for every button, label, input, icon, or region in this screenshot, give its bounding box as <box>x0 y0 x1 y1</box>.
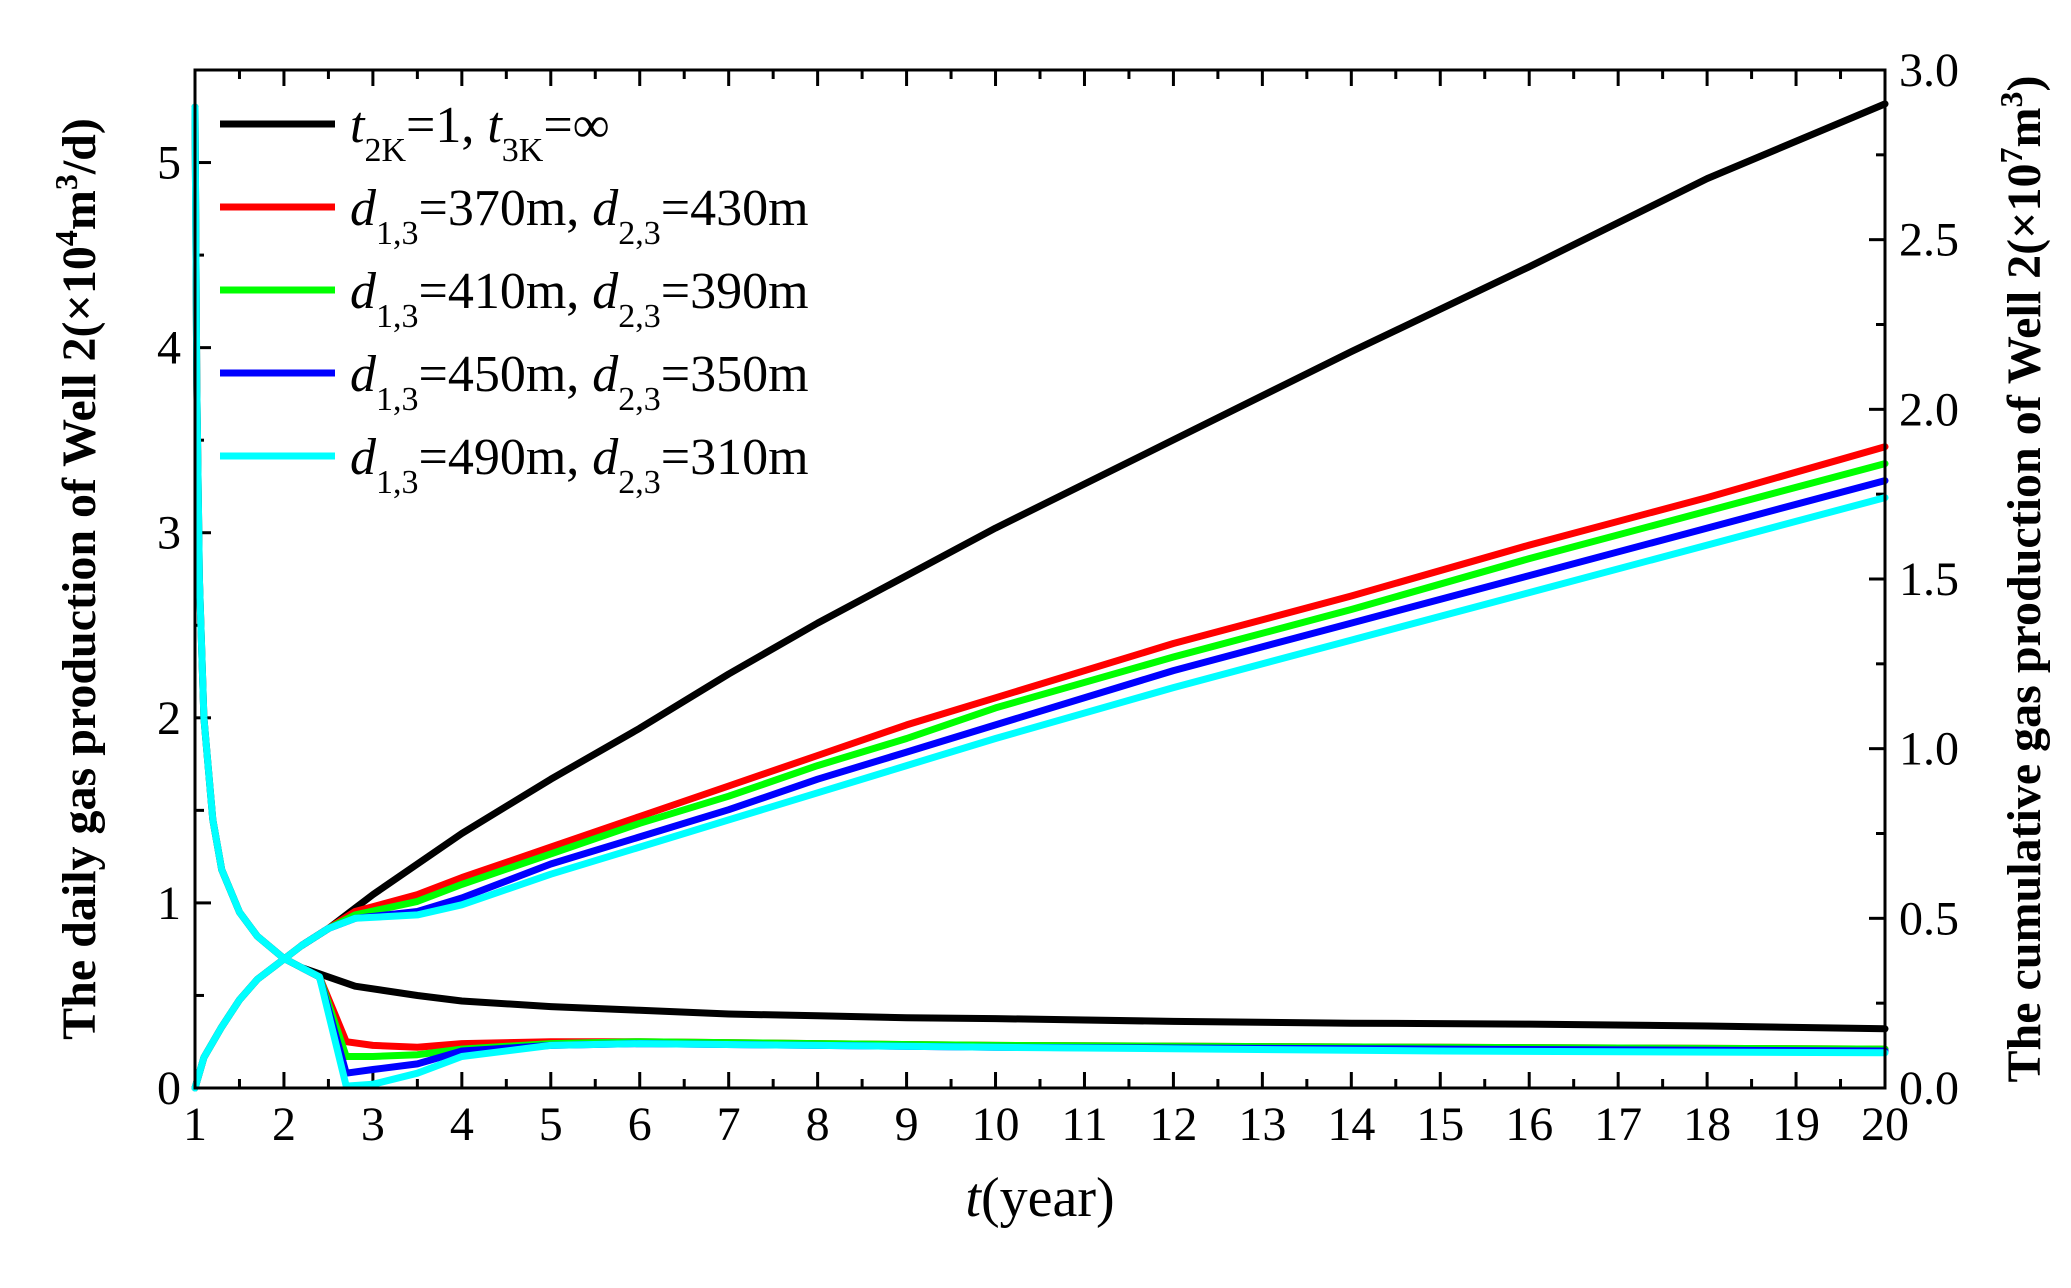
legend-label: d1,3=370m, d2,3=430m <box>350 180 809 252</box>
x-tick-label: 8 <box>806 1098 830 1151</box>
x-tick-label: 11 <box>1061 1098 1107 1151</box>
legend: t2K=1, t3K=∞ d1,3=370m, d2,3=430m d1,3=410… <box>220 97 809 501</box>
series-line <box>298 460 1889 949</box>
x-tick-label: 2 <box>272 1098 296 1151</box>
x-tick-label: 9 <box>895 1098 919 1151</box>
series-line <box>191 494 1889 1092</box>
x-tick-label: 10 <box>972 1098 1020 1151</box>
x-tick-label: 14 <box>1327 1098 1375 1151</box>
tick-layer: 1 2 3 4 5 6 7 8 9 10 11 12 13 14 15 16 17 18 19 200123450.0… <box>157 44 1959 1151</box>
legend-label: d1,3=490m, d2,3=310m <box>350 429 809 501</box>
y-left-tick-label: 5 <box>157 137 181 190</box>
series-line <box>298 443 1889 949</box>
x-tick-label: 19 <box>1772 1098 1820 1151</box>
y-left-tick-label: 2 <box>157 692 181 745</box>
y-right-tick-label: 0.0 <box>1899 1062 1959 1115</box>
x-tick-label: 17 <box>1594 1098 1642 1151</box>
y-axis-right-title: The cumulative gas production of Well 2(… <box>1993 76 2051 1083</box>
y-left-tick-label: 3 <box>157 507 181 560</box>
y-left-tick-label: 1 <box>157 877 181 930</box>
legend-label: d1,3=450m, d2,3=350m <box>350 346 809 418</box>
y-right-tick-label: 0.5 <box>1899 892 1959 945</box>
x-tick-label: 18 <box>1683 1098 1731 1151</box>
plot-frame <box>193 68 1887 1090</box>
x-tick-label: 20 <box>1861 1098 1909 1151</box>
x-axis-title: t(year) <box>965 1167 1114 1229</box>
series-line <box>298 964 1889 1090</box>
x-tick-label: 3 <box>361 1098 385 1151</box>
x-tick-label: 5 <box>539 1098 563 1151</box>
legend-label: d1,3=410m, d2,3=390m <box>350 263 809 335</box>
legend-label: t2K=1, t3K=∞ <box>350 97 610 169</box>
y-right-tick-label: 3.0 <box>1899 44 1959 97</box>
y-right-tick-label: 2.5 <box>1899 214 1959 267</box>
x-tick-label: 15 <box>1416 1098 1464 1151</box>
series-line <box>191 100 1889 1092</box>
x-tick-label: 6 <box>628 1098 652 1151</box>
y-left-tick-label: 4 <box>157 322 181 375</box>
y-axis-left-title: The daily gas production of Well 2(×104m… <box>48 118 106 1040</box>
series-line <box>191 103 306 972</box>
x-tick-label: 4 <box>450 1098 474 1151</box>
y-right-tick-label: 2.0 <box>1899 383 1959 436</box>
x-tick-label: 13 <box>1238 1098 1286 1151</box>
y-right-tick-label: 1.0 <box>1899 723 1959 776</box>
x-tick-label: 7 <box>717 1098 741 1151</box>
series-layer <box>191 100 1889 1092</box>
x-tick-label: 1 <box>183 1098 207 1151</box>
x-tick-label: 12 <box>1149 1098 1197 1151</box>
y-right-tick-label: 1.5 <box>1899 553 1959 606</box>
x-tick-label: 16 <box>1505 1098 1553 1151</box>
y-left-tick-label: 0 <box>157 1062 181 1115</box>
